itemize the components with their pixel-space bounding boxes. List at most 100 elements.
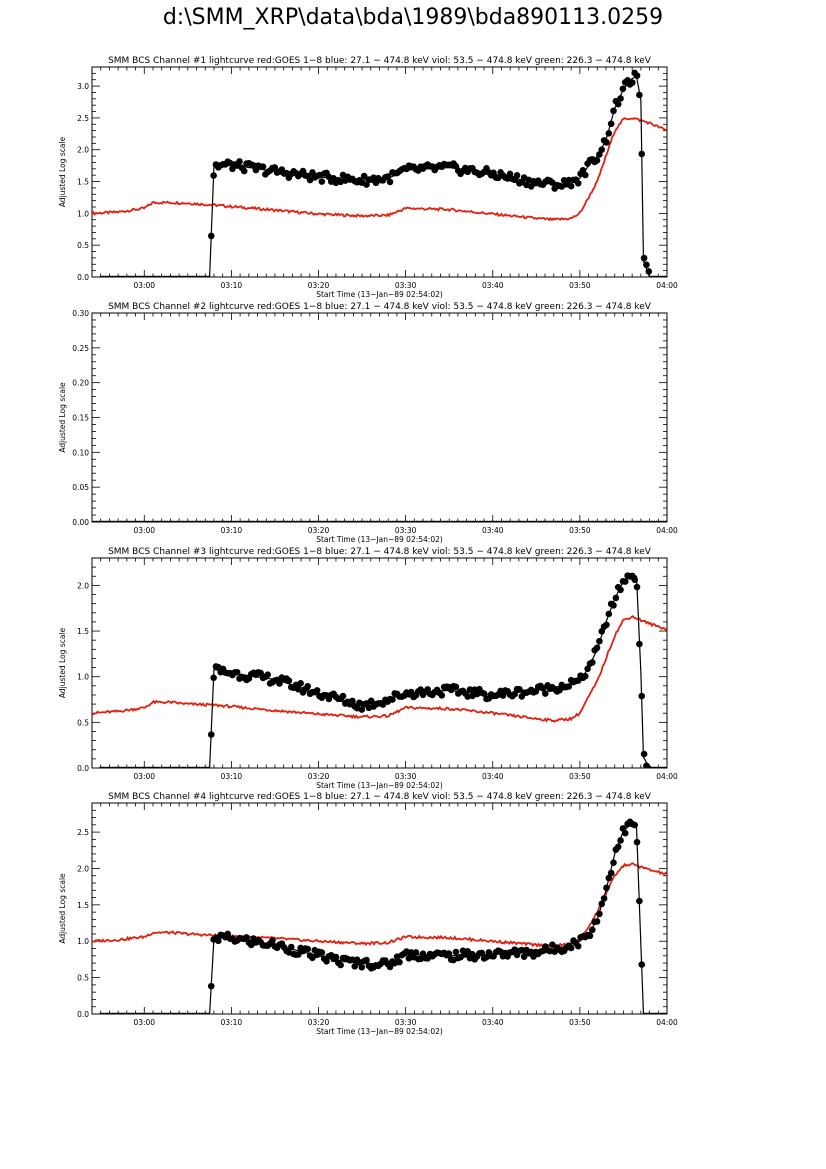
data-point	[610, 859, 617, 867]
data-point	[191, 766, 194, 768]
data-point	[168, 520, 172, 522]
data-point	[318, 949, 326, 956]
data-point	[481, 520, 484, 522]
data-point	[292, 520, 296, 522]
data-point	[549, 520, 553, 522]
y-tick-label: 2.5	[77, 114, 89, 123]
data-point	[147, 520, 150, 522]
data-point	[429, 520, 433, 522]
data-point	[455, 520, 458, 522]
data-point	[215, 937, 222, 945]
x-tick-label: 03:40	[482, 772, 504, 781]
data-point	[598, 520, 602, 522]
data-point	[179, 1012, 183, 1014]
data-point	[139, 1012, 143, 1014]
data-point	[243, 520, 247, 522]
data-point	[619, 85, 627, 93]
data-point	[574, 179, 582, 187]
data-point	[462, 520, 466, 522]
data-point	[132, 520, 136, 522]
data-point	[596, 520, 600, 522]
data-point	[661, 1012, 665, 1014]
data-point	[663, 1012, 667, 1014]
chart-panel-1: SMM BCS Channel #1 lightcurve red:GOES 1…	[58, 56, 678, 299]
data-point	[198, 275, 201, 277]
data-point	[561, 520, 564, 522]
data-point	[652, 275, 655, 277]
data-point	[649, 275, 653, 277]
data-point	[198, 766, 201, 768]
data-point	[111, 275, 114, 277]
data-point	[370, 520, 374, 522]
data-point	[323, 520, 327, 522]
y-tick-label: 0.30	[72, 309, 89, 318]
data-point	[419, 520, 423, 522]
data-point	[136, 275, 140, 277]
data-point	[154, 520, 157, 522]
data-point	[649, 766, 653, 768]
data-point	[492, 520, 496, 522]
data-point	[132, 275, 136, 277]
data-point	[626, 520, 630, 522]
data-point	[198, 520, 202, 522]
data-point	[111, 520, 115, 522]
data-point	[227, 520, 230, 522]
x-axis-label: Start Time (13−Jan−89 02:54:02)	[316, 1027, 443, 1036]
data-point	[183, 1012, 187, 1014]
data-point	[638, 150, 646, 158]
x-tick-label: 04:00	[656, 1018, 678, 1027]
data-point	[441, 520, 444, 522]
data-point	[516, 685, 523, 693]
data-point	[195, 1012, 199, 1014]
data-point	[285, 520, 289, 522]
series-group	[92, 69, 667, 277]
data-point	[497, 520, 501, 522]
data-point	[619, 520, 623, 522]
data-point	[181, 766, 185, 768]
data-point	[459, 520, 463, 522]
data-point	[530, 520, 534, 522]
x-tick-label: 03:00	[133, 281, 155, 290]
data-point	[231, 520, 235, 522]
data-point	[636, 91, 643, 99]
data-line	[100, 573, 667, 768]
data-point	[525, 520, 529, 522]
y-tick-label: 1.0	[77, 937, 89, 946]
data-point	[328, 520, 331, 522]
data-point	[259, 520, 263, 522]
data-point	[148, 275, 152, 277]
plot-frame	[91, 802, 668, 1015]
data-point	[386, 178, 394, 186]
data-point	[116, 520, 120, 522]
data-point	[276, 680, 283, 687]
data-point	[139, 766, 143, 768]
y-tick-label: 0.25	[72, 344, 89, 353]
data-point	[127, 275, 131, 277]
data-point	[189, 520, 193, 522]
data-point	[101, 1012, 105, 1014]
y-tick-label: 0.5	[77, 241, 89, 250]
data-point	[593, 644, 601, 652]
data-point	[207, 982, 215, 990]
data-point	[155, 766, 159, 768]
data-point	[193, 766, 197, 768]
data-point	[466, 686, 474, 693]
data-point	[652, 766, 655, 768]
panel-title: SMM BCS Channel #4 lightcurve red:GOES 1…	[108, 792, 652, 802]
data-point	[318, 520, 322, 522]
data-point	[165, 766, 168, 768]
data-point	[101, 275, 105, 277]
data-point	[304, 945, 312, 953]
data-point	[624, 520, 628, 522]
data-point	[167, 1012, 171, 1014]
data-point	[108, 1012, 112, 1014]
data-point	[598, 900, 606, 908]
data-point	[339, 520, 343, 522]
data-point	[186, 275, 190, 277]
data-point	[622, 520, 626, 522]
data-point	[652, 1012, 655, 1014]
data-point	[382, 520, 386, 522]
y-tick-label: 2.0	[77, 146, 89, 155]
data-point	[271, 164, 279, 171]
data-point	[554, 520, 557, 522]
